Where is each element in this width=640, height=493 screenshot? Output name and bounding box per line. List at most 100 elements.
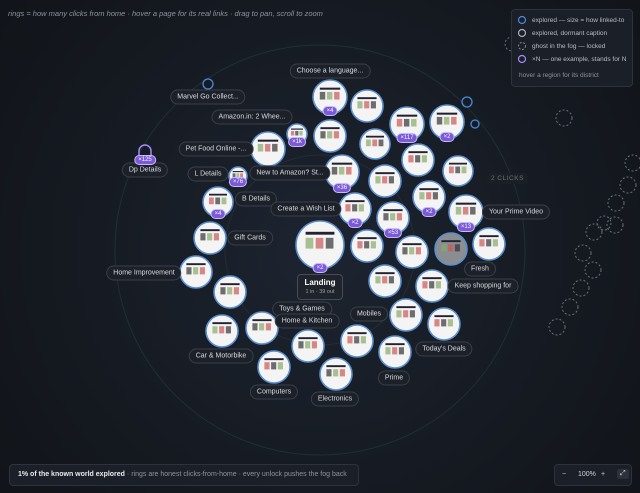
thumb-block: [213, 233, 219, 241]
thumb-bar: [220, 283, 240, 286]
page-node[interactable]: [350, 89, 384, 123]
thumb-block: [455, 206, 462, 215]
node-label[interactable]: Keep shopping for: [447, 278, 519, 294]
node-label[interactable]: Car & Motorbike: [188, 348, 254, 364]
thumb-block: [448, 244, 454, 252]
ring-label: 2 CLICKS: [487, 173, 528, 184]
node-label[interactable]: Computers: [249, 384, 299, 400]
page-node[interactable]: [401, 143, 435, 177]
node-label[interactable]: Choose a language...: [289, 63, 371, 79]
node-label[interactable]: Pet Food Online -...: [178, 141, 254, 157]
thumb-bar: [212, 322, 232, 325]
page-node[interactable]: [257, 350, 291, 384]
thumb-bar: [366, 135, 384, 138]
page-node[interactable]: [429, 104, 465, 140]
page-node[interactable]: [291, 329, 325, 363]
thumb-block: [236, 173, 240, 178]
thumb-bar: [320, 127, 340, 130]
node-label[interactable]: Fresh: [464, 261, 496, 277]
ghost-node: [584, 261, 602, 279]
node-label[interactable]: Amazon.in: 2 Whee...: [211, 109, 293, 125]
thumb-block: [264, 362, 270, 370]
node-label[interactable]: Marvel Go Collect...: [170, 89, 246, 105]
thumb-block: [320, 131, 326, 139]
thumb-block: [492, 239, 498, 247]
node-label[interactable]: B Details: [234, 191, 278, 207]
legend-item: explored, dormant caption: [532, 30, 608, 37]
node-label[interactable]: Mobiles: [349, 306, 389, 322]
node-label[interactable]: Today's Deals: [415, 341, 473, 357]
dormant-node: [461, 96, 473, 108]
thumb-bar: [331, 162, 353, 165]
page-node[interactable]: [245, 311, 279, 345]
page-node[interactable]: [389, 298, 423, 332]
page-node[interactable]: [442, 155, 474, 187]
thumb-bar: [422, 277, 442, 280]
zoom-in[interactable]: +: [601, 471, 606, 478]
page-node[interactable]: [472, 227, 506, 261]
page-node[interactable]: [378, 335, 412, 369]
thumb-block: [326, 91, 333, 100]
page-node[interactable]: [359, 128, 391, 160]
node-label[interactable]: Home & Kitchen: [274, 313, 340, 329]
thumb-block: [396, 213, 402, 221]
node-label[interactable]: Electronics: [310, 391, 360, 407]
thumb-block: [486, 239, 492, 247]
thumb-block: [470, 206, 476, 215]
thumb-block: [364, 241, 370, 249]
thumb-bar: [200, 229, 220, 232]
page-node[interactable]: [350, 229, 384, 263]
page-node[interactable]: [368, 264, 402, 298]
page-node[interactable]: [250, 131, 286, 167]
thumb-block: [193, 267, 199, 275]
thumb-block: [409, 247, 415, 255]
thumb-block: [272, 143, 278, 152]
thumb-block: [333, 131, 339, 139]
badge: ×2: [439, 132, 455, 142]
fit[interactable]: ⤢: [617, 469, 629, 479]
landing-stats: 1 in · 39 out: [305, 289, 335, 295]
node-label[interactable]: L Details: [187, 166, 229, 182]
node-label[interactable]: Gift Cards: [227, 230, 273, 246]
page-node[interactable]: [434, 232, 468, 266]
thumb-block: [354, 336, 360, 344]
page-node[interactable]: [415, 269, 449, 303]
thumb-block: [390, 213, 396, 221]
page-node[interactable]: [205, 314, 239, 348]
node-label[interactable]: Your Prime Video: [481, 204, 551, 220]
thumb-block: [388, 276, 394, 284]
thumb-block: [388, 176, 394, 184]
node-label[interactable]: Create a Wish List: [270, 201, 342, 217]
page-node[interactable]: [295, 220, 345, 270]
node-label[interactable]: Prime: [377, 370, 411, 386]
zoom-out[interactable]: −: [562, 471, 567, 478]
thumb-block: [212, 326, 218, 334]
legend-item: ×N — one example, stands for N: [532, 56, 627, 63]
page-node[interactable]: [368, 164, 402, 198]
footer-stat: 1% of the known world explored: [18, 471, 125, 478]
page-node[interactable]: [193, 221, 227, 255]
page-node[interactable]: [340, 324, 374, 358]
page-node[interactable]: [179, 255, 213, 289]
thumb-block: [233, 287, 239, 295]
page-node[interactable]: [395, 235, 429, 269]
node-label[interactable]: Home Improvement: [106, 265, 182, 281]
thumb-block: [186, 267, 192, 275]
page-node[interactable]: [319, 357, 353, 391]
page-node[interactable]: [213, 275, 247, 309]
page-node[interactable]: [389, 106, 425, 142]
page-node[interactable]: [313, 119, 347, 153]
thumb-bar: [252, 319, 272, 322]
landing-card[interactable]: Landing 1 in · 39 out: [297, 274, 343, 300]
thumb-block: [259, 323, 265, 331]
footer: 1% of the known world explored · rings a…: [9, 464, 359, 486]
node-label[interactable]: New to Amazon? St...: [249, 165, 331, 181]
legend-icons: [517, 15, 527, 64]
page-node[interactable]: [312, 79, 348, 115]
thumb-block: [338, 166, 345, 175]
thumb-block: [461, 166, 467, 174]
thumb-block: [409, 310, 415, 318]
page-node[interactable]: [427, 307, 461, 341]
ring: [114, 44, 526, 456]
